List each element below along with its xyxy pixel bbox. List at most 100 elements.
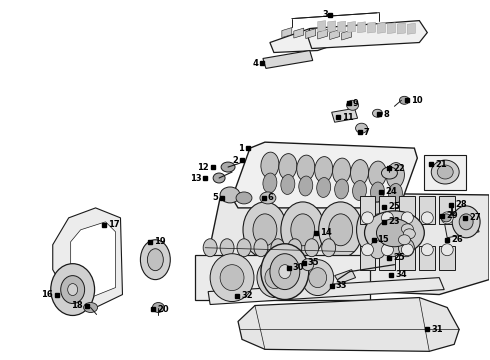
Polygon shape [377, 22, 386, 33]
Polygon shape [419, 196, 435, 224]
Ellipse shape [368, 161, 387, 187]
Polygon shape [318, 29, 328, 39]
Polygon shape [399, 246, 416, 270]
Text: 7: 7 [364, 128, 369, 137]
Ellipse shape [270, 254, 300, 289]
Polygon shape [368, 22, 375, 33]
Ellipse shape [362, 212, 373, 224]
Ellipse shape [291, 214, 315, 246]
Ellipse shape [271, 239, 285, 257]
Polygon shape [360, 246, 375, 270]
Polygon shape [53, 208, 123, 307]
Ellipse shape [257, 258, 293, 298]
Ellipse shape [221, 162, 235, 172]
Ellipse shape [261, 244, 309, 300]
Text: 22: 22 [393, 163, 405, 172]
Ellipse shape [401, 244, 414, 256]
Ellipse shape [376, 219, 413, 247]
Ellipse shape [333, 158, 351, 184]
Ellipse shape [254, 239, 268, 257]
Text: 5: 5 [212, 193, 218, 202]
Ellipse shape [281, 202, 325, 258]
Text: 18: 18 [71, 301, 83, 310]
Text: 2: 2 [232, 156, 238, 165]
Ellipse shape [220, 239, 234, 257]
Polygon shape [388, 23, 395, 34]
Polygon shape [294, 28, 304, 38]
Ellipse shape [317, 177, 331, 197]
Ellipse shape [362, 244, 373, 256]
Ellipse shape [315, 157, 333, 183]
Ellipse shape [261, 152, 279, 178]
Polygon shape [71, 222, 116, 298]
Ellipse shape [236, 192, 252, 204]
Ellipse shape [441, 244, 453, 256]
Ellipse shape [305, 239, 318, 257]
Ellipse shape [399, 96, 409, 104]
Ellipse shape [260, 192, 276, 204]
Ellipse shape [437, 165, 453, 179]
Text: 29: 29 [446, 211, 458, 220]
Ellipse shape [367, 214, 391, 246]
Polygon shape [332, 108, 358, 122]
Polygon shape [347, 22, 356, 32]
Text: 31: 31 [431, 325, 443, 334]
Ellipse shape [421, 244, 433, 256]
Ellipse shape [309, 268, 327, 288]
Ellipse shape [51, 264, 95, 315]
Text: 8: 8 [384, 110, 389, 119]
Polygon shape [358, 22, 366, 33]
Polygon shape [208, 278, 444, 305]
Polygon shape [439, 196, 455, 224]
Ellipse shape [387, 163, 404, 188]
Text: 20: 20 [157, 305, 169, 314]
Ellipse shape [441, 212, 453, 224]
Polygon shape [308, 21, 427, 49]
Ellipse shape [263, 173, 277, 193]
Ellipse shape [401, 224, 414, 234]
Ellipse shape [141, 240, 171, 280]
Ellipse shape [279, 265, 291, 279]
Ellipse shape [297, 155, 315, 181]
Polygon shape [205, 192, 489, 294]
Ellipse shape [243, 202, 287, 258]
Text: 24: 24 [386, 188, 397, 197]
Text: 12: 12 [197, 163, 209, 172]
Polygon shape [263, 50, 313, 68]
Ellipse shape [382, 212, 393, 224]
Text: 15: 15 [377, 235, 389, 244]
Polygon shape [342, 30, 352, 40]
Text: 33: 33 [336, 281, 347, 290]
Ellipse shape [61, 276, 85, 303]
Ellipse shape [84, 302, 98, 312]
Polygon shape [195, 255, 369, 300]
Ellipse shape [203, 239, 217, 257]
Text: 11: 11 [342, 113, 353, 122]
Ellipse shape [220, 187, 240, 203]
Text: 9: 9 [353, 99, 358, 108]
Text: 27: 27 [469, 213, 481, 222]
Polygon shape [379, 196, 395, 224]
Ellipse shape [353, 180, 367, 201]
Polygon shape [328, 21, 336, 32]
Text: 25: 25 [393, 253, 405, 262]
Polygon shape [318, 21, 326, 32]
Ellipse shape [382, 244, 393, 256]
Ellipse shape [288, 239, 302, 257]
Text: 32: 32 [241, 291, 253, 300]
Ellipse shape [279, 154, 297, 180]
Ellipse shape [253, 214, 277, 246]
Text: 10: 10 [412, 96, 423, 105]
Text: 23: 23 [389, 217, 400, 226]
Polygon shape [399, 196, 416, 224]
Text: 14: 14 [319, 228, 331, 237]
Ellipse shape [398, 239, 415, 257]
Polygon shape [379, 246, 395, 270]
Polygon shape [338, 21, 345, 32]
Ellipse shape [382, 167, 397, 179]
Polygon shape [419, 246, 435, 270]
Text: 13: 13 [190, 174, 201, 183]
Polygon shape [397, 23, 405, 34]
Ellipse shape [302, 260, 334, 296]
FancyBboxPatch shape [424, 155, 466, 190]
